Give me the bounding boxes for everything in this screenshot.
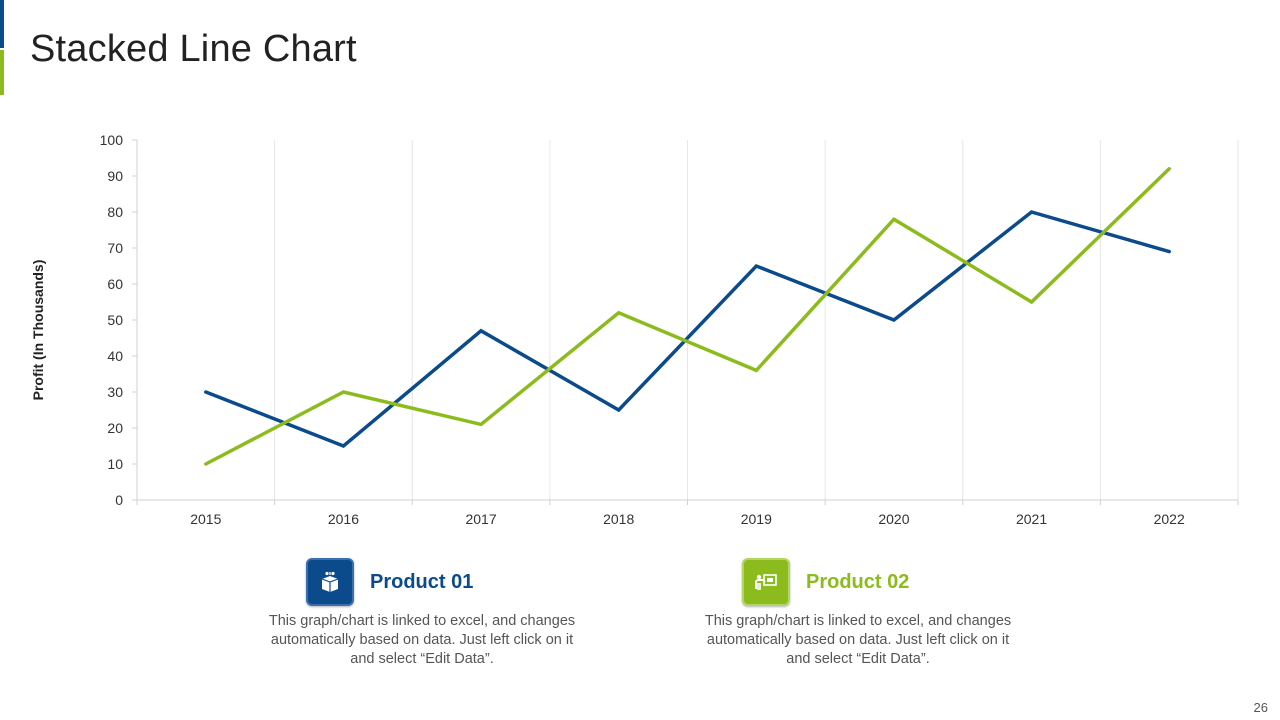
y-tick-label: 50 xyxy=(107,312,123,328)
y-tick-label: 80 xyxy=(107,204,123,220)
legend-name: Product 02 xyxy=(806,570,910,593)
x-tick-label: 2017 xyxy=(465,511,496,527)
x-tick-label: 2018 xyxy=(603,511,634,527)
legend-description: This graph/chart is linked to excel, and… xyxy=(704,613,1012,667)
x-tick-label: 2021 xyxy=(1016,511,1047,527)
title-accent-green xyxy=(0,50,4,95)
x-tick-label: 2020 xyxy=(878,511,909,527)
slide-title: Stacked Line Chart xyxy=(30,28,357,70)
y-tick-label: 100 xyxy=(100,132,124,148)
legend-product-02: Product 02 This graph/chart is linked to… xyxy=(698,558,1018,669)
y-tick-label: 10 xyxy=(107,456,123,472)
y-tick-label: 40 xyxy=(107,348,123,364)
y-tick-label: 20 xyxy=(107,420,123,436)
box-icon xyxy=(306,558,354,606)
x-tick-label: 2022 xyxy=(1154,511,1185,527)
x-tick-label: 2016 xyxy=(328,511,359,527)
x-tick-label: 2019 xyxy=(741,511,772,527)
y-tick-label: 60 xyxy=(107,276,123,292)
y-tick-label: 30 xyxy=(107,384,123,400)
title-accent-blue xyxy=(0,0,4,48)
page-number: 26 xyxy=(1253,700,1268,715)
y-tick-label: 70 xyxy=(107,240,123,256)
presentation-icon xyxy=(742,558,790,606)
y-tick-label: 0 xyxy=(115,492,123,508)
y-axis-label: Profit (In Thousands) xyxy=(30,259,46,401)
series-line-product-01[interactable] xyxy=(204,210,1171,449)
series-line-product-02[interactable] xyxy=(204,167,1171,466)
legend-name: Product 01 xyxy=(370,570,474,593)
legend-product-01: Product 01 This graph/chart is linked to… xyxy=(262,558,582,669)
legend-description: This graph/chart is linked to excel, and… xyxy=(268,613,576,667)
x-tick-label: 2015 xyxy=(190,511,221,527)
y-tick-label: 90 xyxy=(107,168,123,184)
